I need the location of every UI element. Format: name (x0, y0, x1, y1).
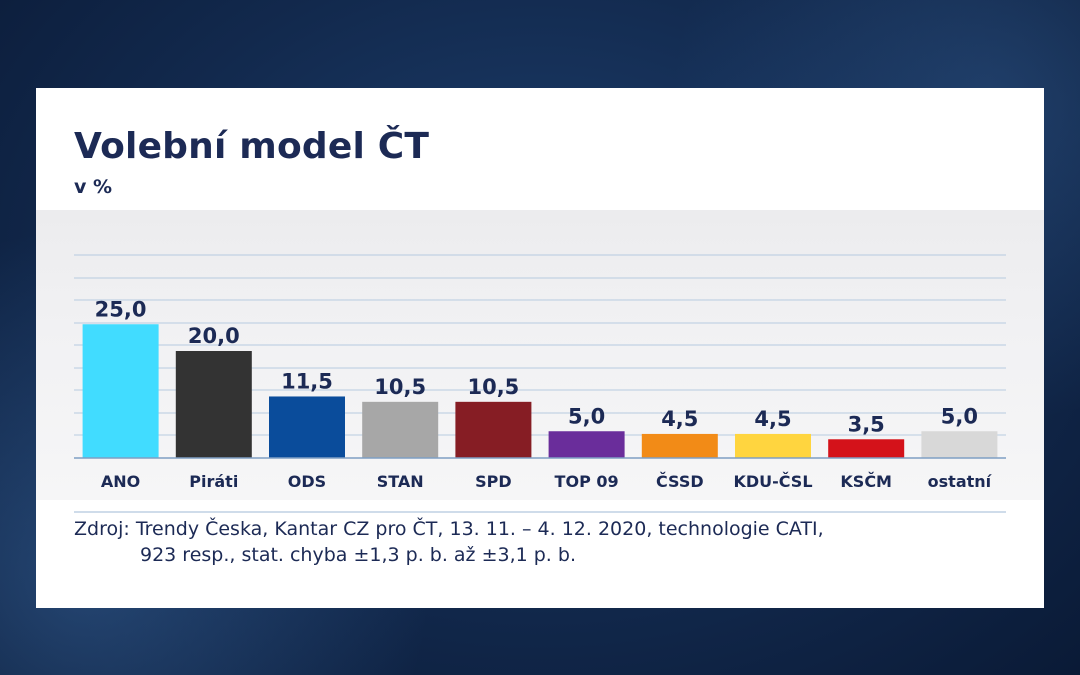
bar-chart: 25,0 ANO 20,0 Piráti 11,5 ODS 10,5 STAN 10,5 SPD 5… (74, 254, 1006, 513)
value-label: 25,0 (95, 297, 147, 321)
value-label: 5,0 (941, 404, 978, 428)
value-label: 4,5 (661, 407, 698, 431)
value-label: 5,0 (568, 404, 605, 428)
source-line-1: Zdroj: Trendy Česka, Kantar CZ pro ČT, 1… (74, 518, 824, 540)
category-label: SPD (475, 472, 512, 491)
bar-ano (82, 324, 159, 458)
bar-spd (455, 401, 532, 458)
chart-title: Volební model ČT (74, 126, 430, 167)
category-label: ODS (288, 472, 326, 491)
category-label: ČSSD (656, 472, 704, 491)
category-label: ANO (101, 472, 140, 491)
category-label: STAN (377, 472, 424, 491)
bar-stan (362, 401, 439, 458)
category-label: ostatní (928, 472, 993, 491)
category-label: Piráti (189, 472, 238, 491)
bar-čssd (641, 433, 718, 458)
bar-ksčm (828, 439, 905, 458)
value-label: 10,5 (467, 375, 519, 399)
value-label: 4,5 (754, 407, 791, 431)
bar-ods (269, 396, 345, 458)
value-label: 11,5 (281, 369, 333, 393)
category-label: TOP 09 (555, 472, 619, 491)
category-label: KDU-ČSL (733, 472, 812, 491)
chart-subtitle: v % (74, 176, 113, 198)
value-label: 3,5 (848, 412, 885, 436)
category-label: KSČM (840, 472, 892, 491)
chart-card: Volební model ČT v % 25,0 ANO 20,0 Piráti 11… (36, 88, 1044, 608)
source-line-2: 923 resp., stat. chyba ±1,3 p. b. až ±3,… (140, 544, 576, 566)
value-label: 10,5 (374, 375, 426, 399)
bar-ostatní (921, 431, 998, 458)
bar-top-09 (548, 431, 625, 458)
source-note: Zdroj: Trendy Česka, Kantar CZ pro ČT, 1… (74, 516, 824, 568)
bar-piráti (175, 351, 252, 458)
bar-kdu-čsl (735, 433, 811, 458)
value-label: 20,0 (188, 324, 240, 348)
